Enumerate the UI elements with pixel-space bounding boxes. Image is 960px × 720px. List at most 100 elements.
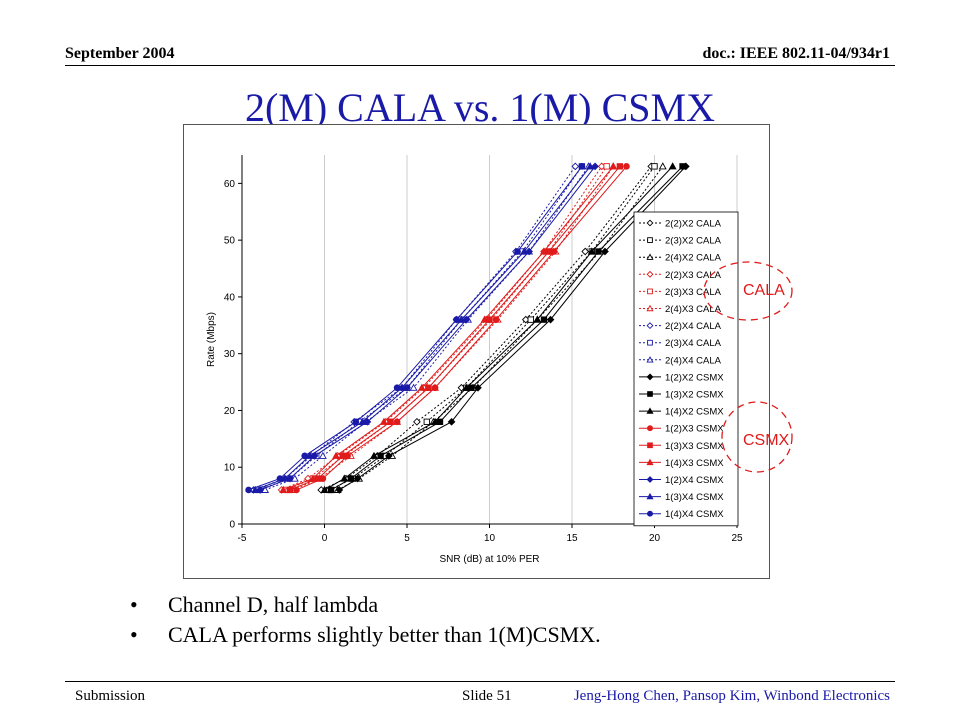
data-point — [393, 418, 401, 426]
data-point — [603, 163, 610, 170]
data-point — [453, 316, 460, 323]
data-point — [347, 475, 355, 482]
data-point — [431, 384, 439, 392]
legend-marker — [646, 322, 654, 330]
legend-entry: 2(4)X2 CALA — [665, 253, 722, 264]
x-tick-label: 15 — [566, 533, 578, 544]
data-point — [301, 452, 309, 460]
legend-entry: 1(2)X4 CSMX — [665, 475, 724, 486]
data-point — [358, 417, 367, 425]
y-tick-label: 0 — [229, 520, 235, 531]
data-point — [417, 383, 426, 391]
data-point — [587, 247, 596, 255]
footer-authors: Jeng-Hong Chen, Pansop Kim, Winbond Elec… — [573, 688, 890, 704]
data-point — [251, 485, 260, 493]
x-tick-label: 10 — [484, 533, 496, 544]
y-tick-label: 50 — [224, 236, 236, 247]
data-point — [310, 452, 319, 460]
data-point — [679, 163, 686, 170]
data-point — [480, 315, 489, 323]
legend-entry: 2(3)X3 CALA — [665, 287, 722, 298]
legend-entry: 1(3)X3 CSMX — [665, 441, 724, 452]
data-point — [546, 315, 555, 324]
series-line — [289, 166, 621, 491]
data-point — [403, 383, 411, 392]
data-point — [457, 315, 466, 323]
data-point — [370, 451, 378, 459]
data-point — [651, 163, 658, 170]
x-tick-label: 5 — [404, 533, 410, 544]
data-point — [393, 384, 401, 392]
y-tick-label: 20 — [224, 406, 236, 417]
data-point — [379, 417, 388, 425]
series-line — [293, 166, 614, 491]
series-line — [260, 166, 596, 491]
legend-marker — [647, 510, 653, 517]
x-tick-label: 0 — [322, 533, 328, 544]
bullet-list: • Channel D, half lambda • CALA performs s… — [130, 590, 601, 650]
data-point — [352, 418, 360, 426]
legend-marker — [646, 253, 654, 260]
series-line — [283, 166, 614, 491]
data-point — [623, 163, 630, 170]
series-line — [248, 166, 583, 491]
data-point — [340, 474, 349, 482]
data-point — [339, 452, 346, 460]
data-point — [276, 475, 284, 482]
legend-entry: 2(2)X4 CALA — [665, 321, 722, 332]
legend-entry: 1(2)X3 CSMX — [665, 424, 724, 435]
data-point — [279, 485, 288, 493]
data-point — [586, 162, 595, 170]
data-point — [286, 474, 294, 483]
series-line — [253, 166, 576, 491]
data-point — [335, 486, 344, 494]
data-point — [539, 247, 548, 255]
data-point — [423, 418, 430, 425]
legend-marker — [646, 219, 654, 227]
legend-marker — [646, 492, 654, 500]
data-point — [332, 451, 341, 459]
data-point — [318, 451, 327, 459]
legend-marker — [646, 476, 654, 483]
data-point — [578, 163, 586, 170]
series-line — [324, 166, 673, 491]
series-line — [255, 166, 591, 491]
legend-marker — [646, 407, 654, 414]
data-point — [387, 418, 394, 425]
data-point — [591, 162, 599, 171]
y-tick-label: 40 — [224, 292, 236, 303]
legend-entry: 1(4)X4 CSMX — [665, 509, 724, 520]
chart-container: -5 0 5 10 15 20 25 0 10 20 30 40 50 60 SNR (dB) at 10%… — [183, 124, 770, 579]
data-point — [474, 383, 482, 392]
x-tick-label: 25 — [731, 533, 743, 544]
legend-entry: 2(4)X3 CALA — [665, 304, 722, 315]
data-point — [581, 247, 590, 256]
bullet-item: • CALA performs slightly better than 1(M)… — [130, 622, 601, 647]
data-point — [616, 163, 624, 170]
series-line — [339, 166, 687, 491]
x-axis-label: SNR (dB) at 10% PER — [439, 554, 539, 565]
y-tick-label: 30 — [224, 349, 236, 360]
header-doc-id: doc.: IEEE 802.11-04/934r1 — [702, 45, 890, 62]
series-line — [286, 166, 608, 491]
data-point — [398, 383, 407, 391]
data-point — [377, 452, 384, 460]
csmx-annotation-label: CSMX — [743, 432, 790, 449]
legend-marker — [646, 304, 654, 312]
slide-title: 2(M) CALA vs. 1(M) CSMX — [244, 85, 716, 130]
legend-marker — [647, 288, 653, 295]
data-point — [520, 247, 529, 255]
legend-marker — [646, 373, 654, 381]
header-rule — [65, 65, 895, 66]
data-point — [609, 162, 618, 170]
legend-entry: 2(4)X4 CALA — [665, 355, 722, 366]
footer-rule — [65, 681, 895, 682]
data-point — [431, 417, 440, 425]
series-line — [330, 166, 683, 491]
data-point — [533, 315, 542, 323]
series-line — [258, 166, 583, 491]
legend-marker — [647, 339, 653, 346]
legend-entry: 2(2)X2 CALA — [665, 219, 722, 230]
data-point — [245, 486, 252, 494]
